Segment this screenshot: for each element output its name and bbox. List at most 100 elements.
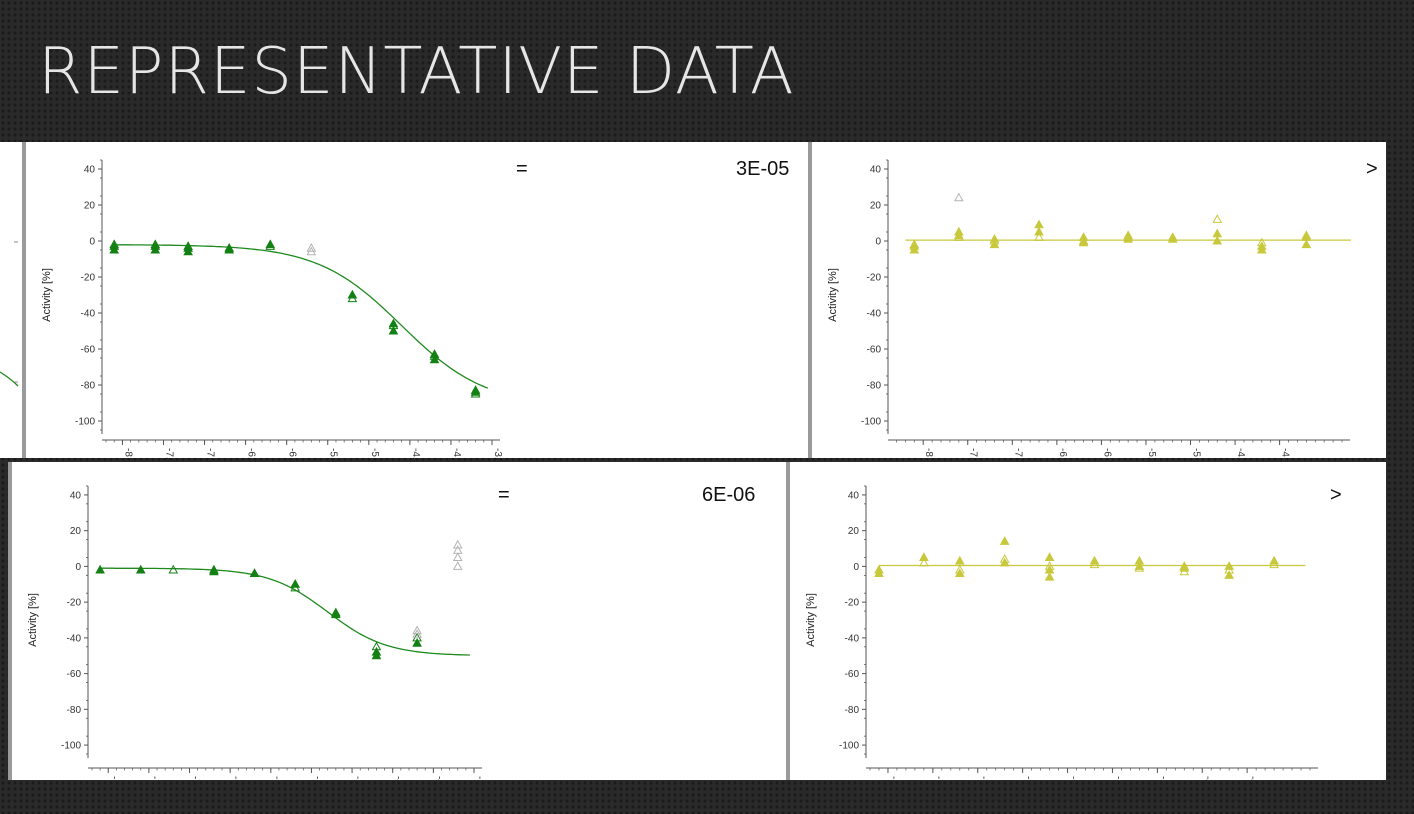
data-point [909,244,920,254]
data-point [1034,226,1044,236]
x-tick-label: -6.5 [1023,776,1034,780]
data-point [999,536,1010,545]
x-tick-label: -6 [287,448,298,457]
y-tick-label: -100 [61,741,81,752]
data-point [135,564,146,574]
data-point [347,293,358,303]
y-tick-label: -40 [867,309,882,320]
y-tick-label: -20 [845,598,860,609]
y-tick-label: 20 [848,526,860,537]
y-axis-label: Activity [%] [827,268,839,322]
data-point [183,246,193,256]
y-tick-label: -80 [867,381,882,392]
chart-axes: 40 20 0 -20 -40 -60 -80 -100 Activity [%] -8 -7.5 -… [827,159,1350,458]
x-tick-label: -8 [122,448,133,457]
data-point [953,226,964,236]
y-tick-label: -60 [867,345,882,356]
x-tick-label: -8 [923,448,934,457]
x-tick-label: -4.5 [1202,776,1213,780]
data-point [265,239,276,249]
x-tick-label: -4.5 [410,448,421,458]
excluded-data-point [452,539,463,549]
x-tick-label: -5 [369,448,380,457]
x-tick-label: -7.5 [968,448,979,458]
excluded-data-point [306,242,317,252]
x-tick-label: -5.5 [311,776,322,780]
slide-title: REPRESENTATIVE DATA [38,35,795,109]
dose-response-chart-4: 40 20 0 -20 -40 -60 -80 -100 Activity [%] -8 -7.5 -… [805,485,1318,780]
chart-panel-top-right: 40 20 0 -20 -40 -60 -80 -100 Activity [%] -8 -7.5 -… [808,142,1386,458]
x-tick-label: -4.5 [1235,448,1246,458]
data-point [1212,214,1223,223]
data-point [1301,232,1312,241]
data-point [919,552,929,561]
data-point [429,350,440,360]
x-tick-label: -4 [451,448,462,457]
y-tick-label: -40 [845,633,860,644]
y-axis-label: Activity [%] [805,593,817,647]
x-tick-label: -4 [1247,776,1258,780]
data-point [183,241,193,250]
x-tick-label: -6.5 [246,448,257,458]
y-tick-label: -20 [67,598,82,609]
y-tick-label: -40 [81,309,96,320]
y-tick-label: 0 [75,562,81,573]
y-axis-label: Activity [%] [27,593,39,647]
data-point [999,557,1010,567]
relation-symbol: > [1366,158,1378,180]
data-point [371,650,382,660]
y-tick-label: 40 [84,165,96,176]
excluded-data-point [452,561,463,570]
data-point [1134,561,1145,570]
data-point [1078,235,1089,245]
x-tick-label: -6.5 [1057,448,1068,458]
data-point [1034,219,1044,229]
chart-panel-bottom-right: 40 20 0 -20 -40 -60 -80 -100 Activity [%] -8 -7.5 -… [786,462,1386,780]
data-point [224,242,235,252]
y-tick-label: -20 [867,273,882,284]
chart-axes: 40 20 0 -20 -40 -60 -80 -100 Activity [%] -8 -7.5 -… [41,159,503,458]
x-tick-label: -3.5 [492,448,503,458]
data-point [1256,241,1267,250]
data-point [388,325,399,335]
relation-symbol: = [516,158,528,180]
data-point [150,239,161,249]
y-tick-label: -40 [67,633,82,644]
partial-chart-curve [0,241,19,387]
data-point [953,232,964,241]
x-tick-label: -5.5 [1112,776,1123,780]
data-point [954,555,965,565]
data-point [1167,233,1178,243]
y-tick-label: -80 [81,381,96,392]
data-point [249,568,260,578]
y-tick-label: 0 [853,562,859,573]
data-point [1179,562,1190,572]
excluded-data-point [412,629,422,638]
partial-chart-fragment [0,142,24,458]
x-tick-label: -7 [205,448,216,457]
y-tick-label: 0 [875,237,881,248]
y-tick-label: -60 [81,345,96,356]
data-point [470,388,481,398]
y-tick-label: 0 [89,237,95,248]
x-tick-label: -4 [1280,448,1291,457]
excluded-data-point [306,246,317,256]
x-tick-label: -8 [888,776,899,780]
x-tick-label: -6 [1068,776,1079,780]
dose-response-chart-3: 40 20 0 -20 -40 -60 -80 -100 Activity [%] -8 -7.5 -… [27,485,485,780]
x-tick-label: -7.5 [163,448,174,458]
chart-axes: 40 20 0 -20 -40 -60 -80 -100 Activity [%] -8 -7.5 -… [805,485,1318,780]
relation-symbol: > [1330,484,1342,506]
relation-symbol: = [498,484,510,506]
data-point [209,564,219,574]
y-tick-label: 40 [70,490,82,501]
x-tick-label: -5.5 [1146,448,1157,458]
data-point [168,564,179,574]
excluded-data-point [412,625,422,635]
data-point [919,557,929,567]
y-tick-label: 40 [848,490,860,501]
y-tick-label: 20 [70,526,82,537]
x-tick-label: -6 [1101,448,1112,457]
excluded-data-point [452,552,463,561]
x-tick-label: -8 [108,776,119,780]
